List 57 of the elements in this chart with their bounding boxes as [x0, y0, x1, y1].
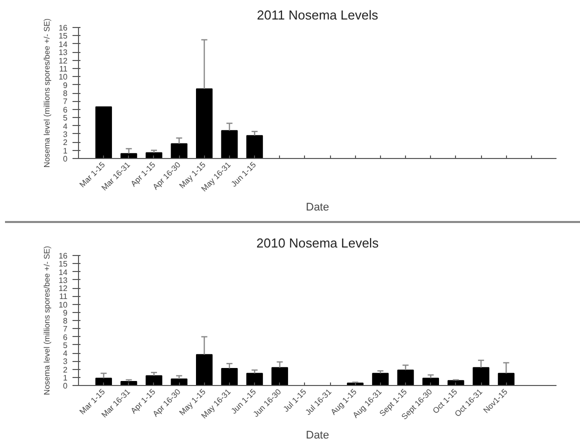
y-tick-label: 5 — [63, 340, 68, 350]
x-axis-title: Date — [306, 202, 330, 214]
y-tick-label: 3 — [63, 130, 68, 139]
y-tick-label: 4 — [63, 122, 68, 131]
y-axis-title: Nosema level (millions spores/bee +/- SE) — [42, 18, 52, 168]
y-tick-label: 2 — [63, 365, 68, 374]
bar — [397, 370, 414, 386]
y-tick-label: 6 — [63, 332, 68, 342]
bar — [170, 143, 188, 158]
bar — [372, 372, 389, 386]
y-tick-label: 7 — [63, 324, 68, 334]
y-tick-label: 14 — [58, 40, 68, 49]
y-tick-label: 16 — [58, 252, 68, 260]
y-tick-label: 2 — [63, 138, 68, 148]
y-tick-label: 1 — [63, 146, 68, 156]
bar — [271, 367, 288, 386]
y-tick-label: 0 — [63, 154, 68, 164]
bar — [246, 135, 263, 158]
chart-title: 2011 Nosema Levels — [256, 8, 379, 22]
bar — [170, 378, 188, 386]
y-tick-label: 11 — [59, 64, 68, 74]
bar — [196, 88, 213, 158]
bar — [498, 372, 514, 386]
y-tick-label: 10 — [58, 72, 68, 82]
y-tick-label: 13 — [58, 48, 68, 58]
y-tick-label: 12 — [58, 284, 68, 293]
y-tick-label: 9 — [63, 80, 68, 90]
bar — [196, 354, 213, 386]
y-tick-label: 1 — [63, 373, 68, 382]
y-tick-label: 5 — [63, 114, 68, 123]
y-tick-label: 3 — [63, 357, 68, 366]
y-tick-label: 12 — [58, 56, 68, 66]
bar — [95, 378, 112, 386]
y-tick-label: 14 — [58, 268, 68, 277]
y-tick-label: 16 — [58, 24, 68, 32]
y-axis-title: Nosema level (millions spores/bee +/- SE) — [42, 246, 52, 396]
y-tick-label: 8 — [63, 89, 68, 98]
bar — [221, 130, 238, 158]
y-tick-label: 7 — [63, 97, 68, 106]
y-tick-label: 13 — [58, 276, 68, 285]
y-tick-label: 10 — [58, 300, 68, 310]
bar — [221, 368, 238, 386]
y-tick-label: 11 — [59, 292, 68, 302]
y-tick-label: 0 — [63, 382, 68, 390]
bar — [95, 106, 112, 158]
y-tick-label: 4 — [63, 349, 68, 358]
bar — [246, 372, 263, 386]
bar — [472, 367, 490, 386]
bar — [422, 378, 440, 386]
y-tick-label: 15 — [58, 260, 68, 269]
y-tick-label: 8 — [63, 316, 68, 326]
chart-title: 2010 Nosema Levels — [256, 236, 380, 250]
x-axis-title: Date — [306, 430, 330, 442]
bar — [146, 375, 162, 386]
y-tick-label: 9 — [63, 308, 68, 318]
y-tick-label: 6 — [63, 105, 68, 114]
y-tick-label: 15 — [58, 32, 68, 41]
